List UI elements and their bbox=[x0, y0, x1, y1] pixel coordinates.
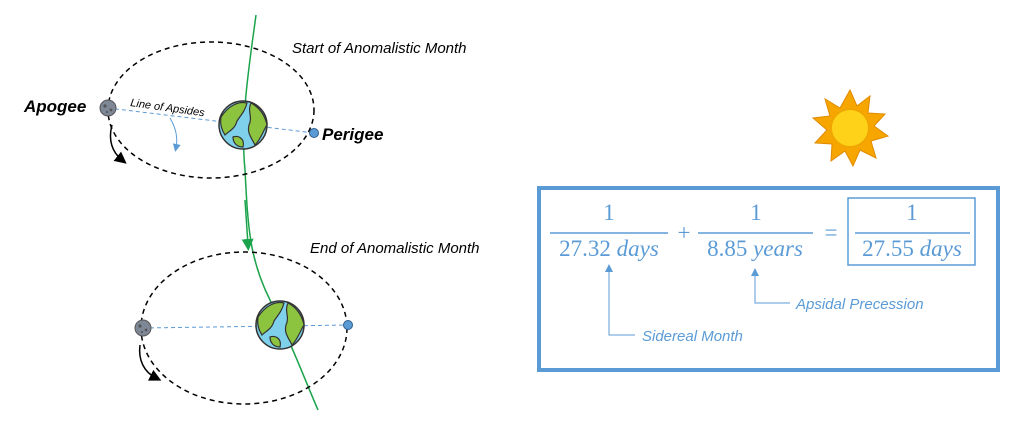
orbit-path bbox=[242, 14, 319, 411]
numerator: 1 bbox=[906, 200, 918, 225]
apogee-label: Apogee bbox=[23, 97, 86, 116]
perigee-dot bbox=[309, 128, 319, 138]
note: Apsidal Precession bbox=[795, 296, 924, 313]
arrow bbox=[241, 199, 254, 251]
unit: years bbox=[751, 236, 803, 261]
denominator: 8.85 years bbox=[707, 236, 803, 261]
moon bbox=[99, 99, 117, 117]
arrow bbox=[169, 117, 181, 152]
moon bbox=[134, 319, 152, 337]
unit: days bbox=[920, 236, 962, 261]
operator: = bbox=[825, 220, 838, 245]
arrow bbox=[138, 344, 162, 381]
perigee-label: Perigee bbox=[322, 125, 383, 144]
number: 8.85 bbox=[707, 236, 747, 261]
denominator: 27.32 days bbox=[559, 236, 659, 261]
numerator: 1 bbox=[603, 200, 615, 225]
sun bbox=[811, 88, 890, 168]
operator: + bbox=[678, 220, 691, 245]
note-arrow bbox=[751, 268, 790, 304]
equation-box bbox=[537, 186, 1000, 372]
earth bbox=[218, 100, 268, 150]
number: 27.55 bbox=[862, 236, 914, 261]
apsides-line bbox=[142, 324, 349, 329]
earth bbox=[255, 300, 305, 350]
apsides-label: Line of Apsides bbox=[130, 97, 206, 119]
denominator: 27.55 days bbox=[862, 236, 962, 261]
perigee-dot bbox=[343, 320, 353, 330]
numerator: 1 bbox=[750, 200, 762, 225]
title: Start of Anomalistic Month bbox=[292, 40, 467, 57]
apsides-line bbox=[107, 107, 315, 134]
result-box bbox=[847, 197, 976, 266]
note-arrow bbox=[605, 264, 635, 336]
number: 27.32 bbox=[559, 236, 611, 261]
note: Sidereal Month bbox=[642, 328, 743, 345]
title: End of Anomalistic Month bbox=[310, 240, 480, 257]
unit: days bbox=[617, 236, 659, 261]
arrow bbox=[109, 124, 127, 164]
